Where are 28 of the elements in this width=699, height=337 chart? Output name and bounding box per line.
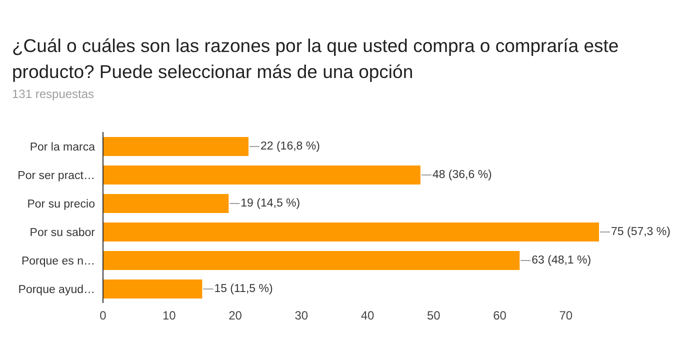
bar [103,251,520,270]
data-label: 19 (14,5 %) [240,198,300,210]
bar [103,137,248,156]
y-tick-label: Por la marca [30,141,96,154]
chart-subtitle: 131 respuestas [12,87,94,101]
y-tick-label: Por su precio [27,198,95,210]
x-tick-label: 10 [162,308,176,323]
x-tick-label: 50 [426,308,441,323]
x-tick-label: 20 [228,308,242,323]
data-label: 15 (11,5 %) [214,283,273,295]
x-tick-label: 60 [493,308,507,323]
y-tick-label: Por su sabor [30,226,96,239]
y-tick-label: Porque ayud… [18,284,95,296]
data-label: 48 (36,6 %) [432,169,492,181]
x-tick-label: 0 [100,308,107,323]
y-tick-label: Por ser pract… [18,170,95,182]
chart-title: ¿Cuál o cuáles son las razones por la que usted compra o compraría este producto? Puede seleccionar más de una opción [12,34,620,84]
bar [103,194,229,213]
data-label: 75 (57,3 %) [611,226,671,238]
data-label: 63 (48,1 %) [532,254,592,266]
x-tick-label: 40 [360,308,375,323]
y-tick-label: Porque es n… [21,255,95,268]
data-label: 22 (16,8 %) [260,140,320,152]
bar [103,280,202,298]
bar [103,166,420,184]
x-tick-label: 30 [294,308,308,323]
bar [103,222,599,242]
x-tick-label: 70 [559,308,573,323]
